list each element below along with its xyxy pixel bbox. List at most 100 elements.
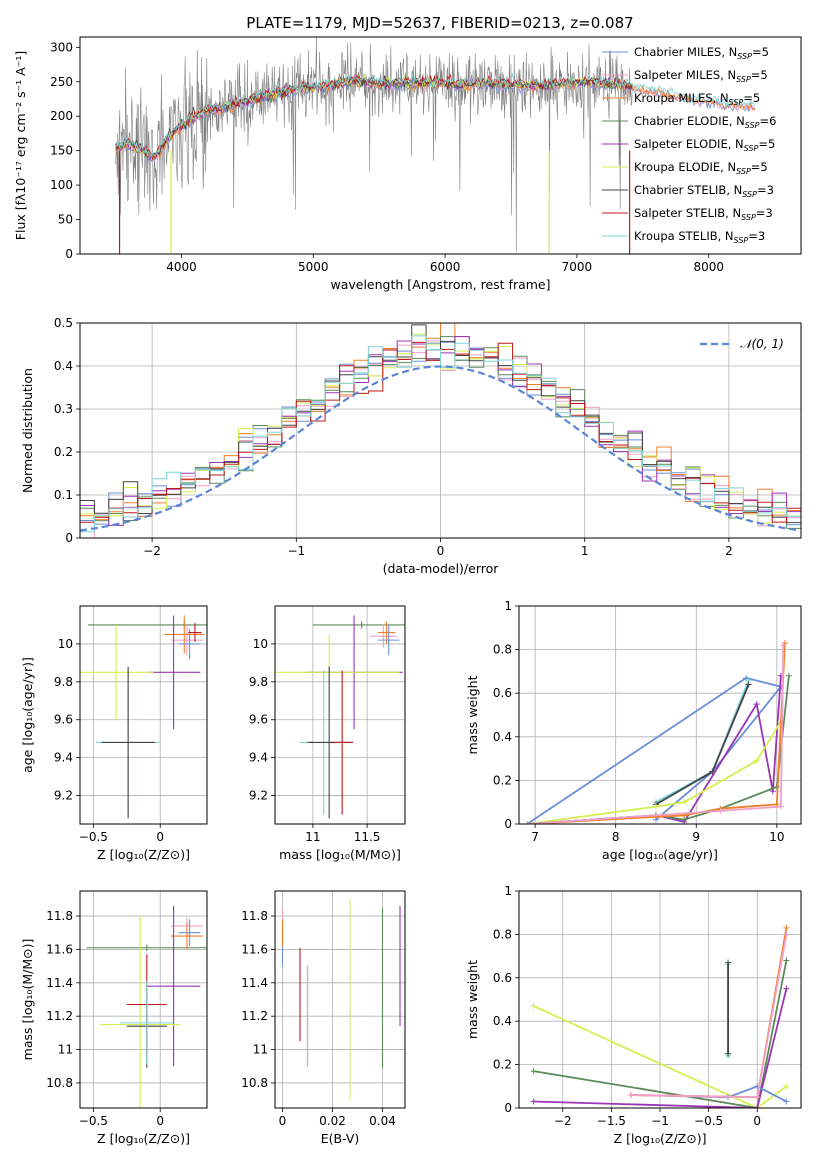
weight-marker	[785, 672, 792, 679]
legend-label: Kroupa MILES, NSSP=5	[634, 91, 760, 107]
plot-area	[275, 615, 405, 819]
plot-area	[524, 640, 792, 824]
y-tick-label: 0.1	[54, 488, 73, 502]
panel-age_vs_mass: 11 11.5 9.2 9.4 9.6 9.8 10 mass [log₁₀(M/M⊙)]	[249, 605, 406, 862]
weight-marker	[717, 807, 724, 814]
weight-marker	[754, 1105, 761, 1108]
x-tick-label: −1	[287, 544, 305, 558]
x-tick-label: −2	[554, 1114, 572, 1128]
y-tick-label: 9.4	[249, 751, 268, 765]
x-axis-label: wavelength [Angstrom, rest frame]	[330, 277, 550, 292]
x-axis-label: Z [log₁₀(Z/Z⊙)]	[97, 847, 190, 862]
weight-marker	[783, 957, 790, 964]
y-tick-label: 11.8	[46, 909, 73, 923]
weight-marker	[783, 1098, 790, 1105]
data-spectrum-line	[115, 37, 633, 252]
y-tick-label: 0.5	[54, 316, 73, 330]
plot-area	[86, 906, 207, 1108]
gridlines	[275, 606, 405, 824]
y-tick-label: 0	[504, 1101, 512, 1115]
y-tick-label: 0	[504, 817, 512, 831]
y-tick-label: 0.6	[493, 686, 512, 700]
y-tick-label: 1	[504, 884, 512, 898]
x-tick-label: 0	[156, 830, 164, 844]
weight-marker	[725, 959, 732, 966]
x-tick-label: 11	[305, 830, 320, 844]
x-tick-label: −1.5	[597, 1114, 626, 1128]
panel-mass_vs_Z: −0.5 0 10.8 11 11.2 11.4 11.6 11.8 Z [log₁₀(Z/Z⊙…	[20, 890, 208, 1146]
plot-area	[530, 924, 790, 1108]
y-tick-label: 250	[50, 75, 73, 89]
y-tick-label: 11.6	[46, 942, 73, 956]
x-tick-label: 0	[753, 1114, 761, 1128]
x-tick-label: 5000	[298, 260, 329, 274]
x-tick-label: 4000	[166, 260, 197, 274]
weight-marker	[777, 803, 784, 810]
x-axis-label: mass [log₁₀(M/M⊙)]	[279, 847, 401, 862]
y-tick-label: 0.4	[493, 730, 512, 744]
weight-marker	[780, 642, 787, 649]
y-tick-label: 1	[504, 599, 512, 613]
gridlines	[275, 891, 405, 1108]
weight-line-kroupa_elodie	[533, 1005, 787, 1108]
x-tick-label: −0.5	[79, 830, 108, 844]
y-tick-label: 0.2	[493, 773, 512, 787]
x-tick-label: −0.5	[694, 1114, 723, 1128]
x-tick-label: 0.04	[369, 1114, 396, 1128]
axes-frame	[518, 890, 802, 1109]
legend-label: Kroupa ELODIE, NSSP=5	[634, 160, 768, 176]
axes-frame	[79, 322, 802, 539]
figure-title: PLATE=1179, MJD=52637, FIBERID=0213, z=0…	[246, 14, 633, 32]
plot-area	[115, 37, 756, 254]
y-axis-label: mass weight	[465, 675, 480, 754]
gridlines	[80, 891, 207, 1108]
y-tick-label: 0	[65, 247, 73, 261]
weight-marker	[783, 985, 790, 992]
x-tick-label: 10	[769, 830, 784, 844]
y-tick-label: 0.2	[493, 1058, 512, 1072]
panel-age_vs_Z: −0.5 0 9.2 9.4 9.6 9.8 10 Z [log₁₀(Z/Z⊙)] age [l…	[20, 605, 208, 862]
y-tick-label: 11.8	[241, 909, 268, 923]
weight-marker	[753, 757, 760, 764]
x-tick-label: 0	[156, 1114, 164, 1128]
panel-massweight_vs_Z: −2 −1.5 −1 −0.5 0 0 0.2 0.4 0.6 0.8 1 Z [log₁₀(Z/Z⊙…	[465, 884, 802, 1146]
y-tick-label: 0.6	[493, 971, 512, 985]
weight-line-salpeter_elodie	[533, 988, 788, 1108]
y-tick-label: 10	[253, 637, 268, 651]
legend-label: Salpeter STELIB, NSSP=3	[634, 206, 773, 222]
weight-marker	[652, 803, 659, 810]
axes-frame	[518, 605, 802, 825]
x-tick-label: 0.02	[319, 1114, 346, 1128]
axes-frame	[79, 890, 208, 1109]
weight-line-kroupa_miles	[527, 643, 786, 824]
weight-marker	[745, 681, 752, 688]
legend-label: Kroupa STELIB, NSSP=3	[634, 229, 765, 245]
plot-area	[281, 899, 401, 1100]
weight-line-chabrier_elodie	[533, 960, 788, 1108]
x-tick-label: 9	[692, 830, 700, 844]
y-tick-label: 100	[50, 178, 73, 192]
y-tick-label: 200	[50, 109, 73, 123]
legend-label: Salpeter MILES, NSSP=5	[634, 68, 768, 84]
y-tick-label: 50	[58, 213, 73, 227]
x-tick-label: 11.5	[354, 830, 381, 844]
weight-marker	[783, 1083, 790, 1090]
x-tick-label: 8	[612, 830, 620, 844]
y-tick-label: 11	[58, 1043, 73, 1057]
axes-frame	[79, 36, 802, 255]
model-line-kroupa_stelib	[115, 73, 756, 158]
y-tick-label: 9.8	[54, 675, 73, 689]
x-tick-label: 7000	[562, 260, 593, 274]
y-tick-label: 10	[58, 637, 73, 651]
weight-marker	[753, 701, 760, 708]
panel-massweight_vs_age: 7 8 9 10 0 0.2 0.4 0.6 0.8 1 age [log₁₀(age/yr)] ma…	[465, 599, 802, 862]
weight-marker	[530, 1098, 537, 1105]
y-tick-label: 11	[253, 1043, 268, 1057]
weight-marker	[524, 821, 531, 824]
x-tick-label: −1	[651, 1114, 669, 1128]
panel-spectrum: 4000 5000 6000 7000 8000 0 50 100 150 200 250 300 wa…	[13, 36, 802, 292]
x-axis-label: E(B-V)	[321, 1131, 360, 1146]
panel-mass_vs_EBV: 0 0.02 0.04 10.8 11 11.2 11.4 11.6 11.8 E(B-V)	[241, 890, 406, 1146]
y-tick-label: 0.4	[493, 1014, 512, 1028]
axes-frame	[274, 890, 406, 1109]
